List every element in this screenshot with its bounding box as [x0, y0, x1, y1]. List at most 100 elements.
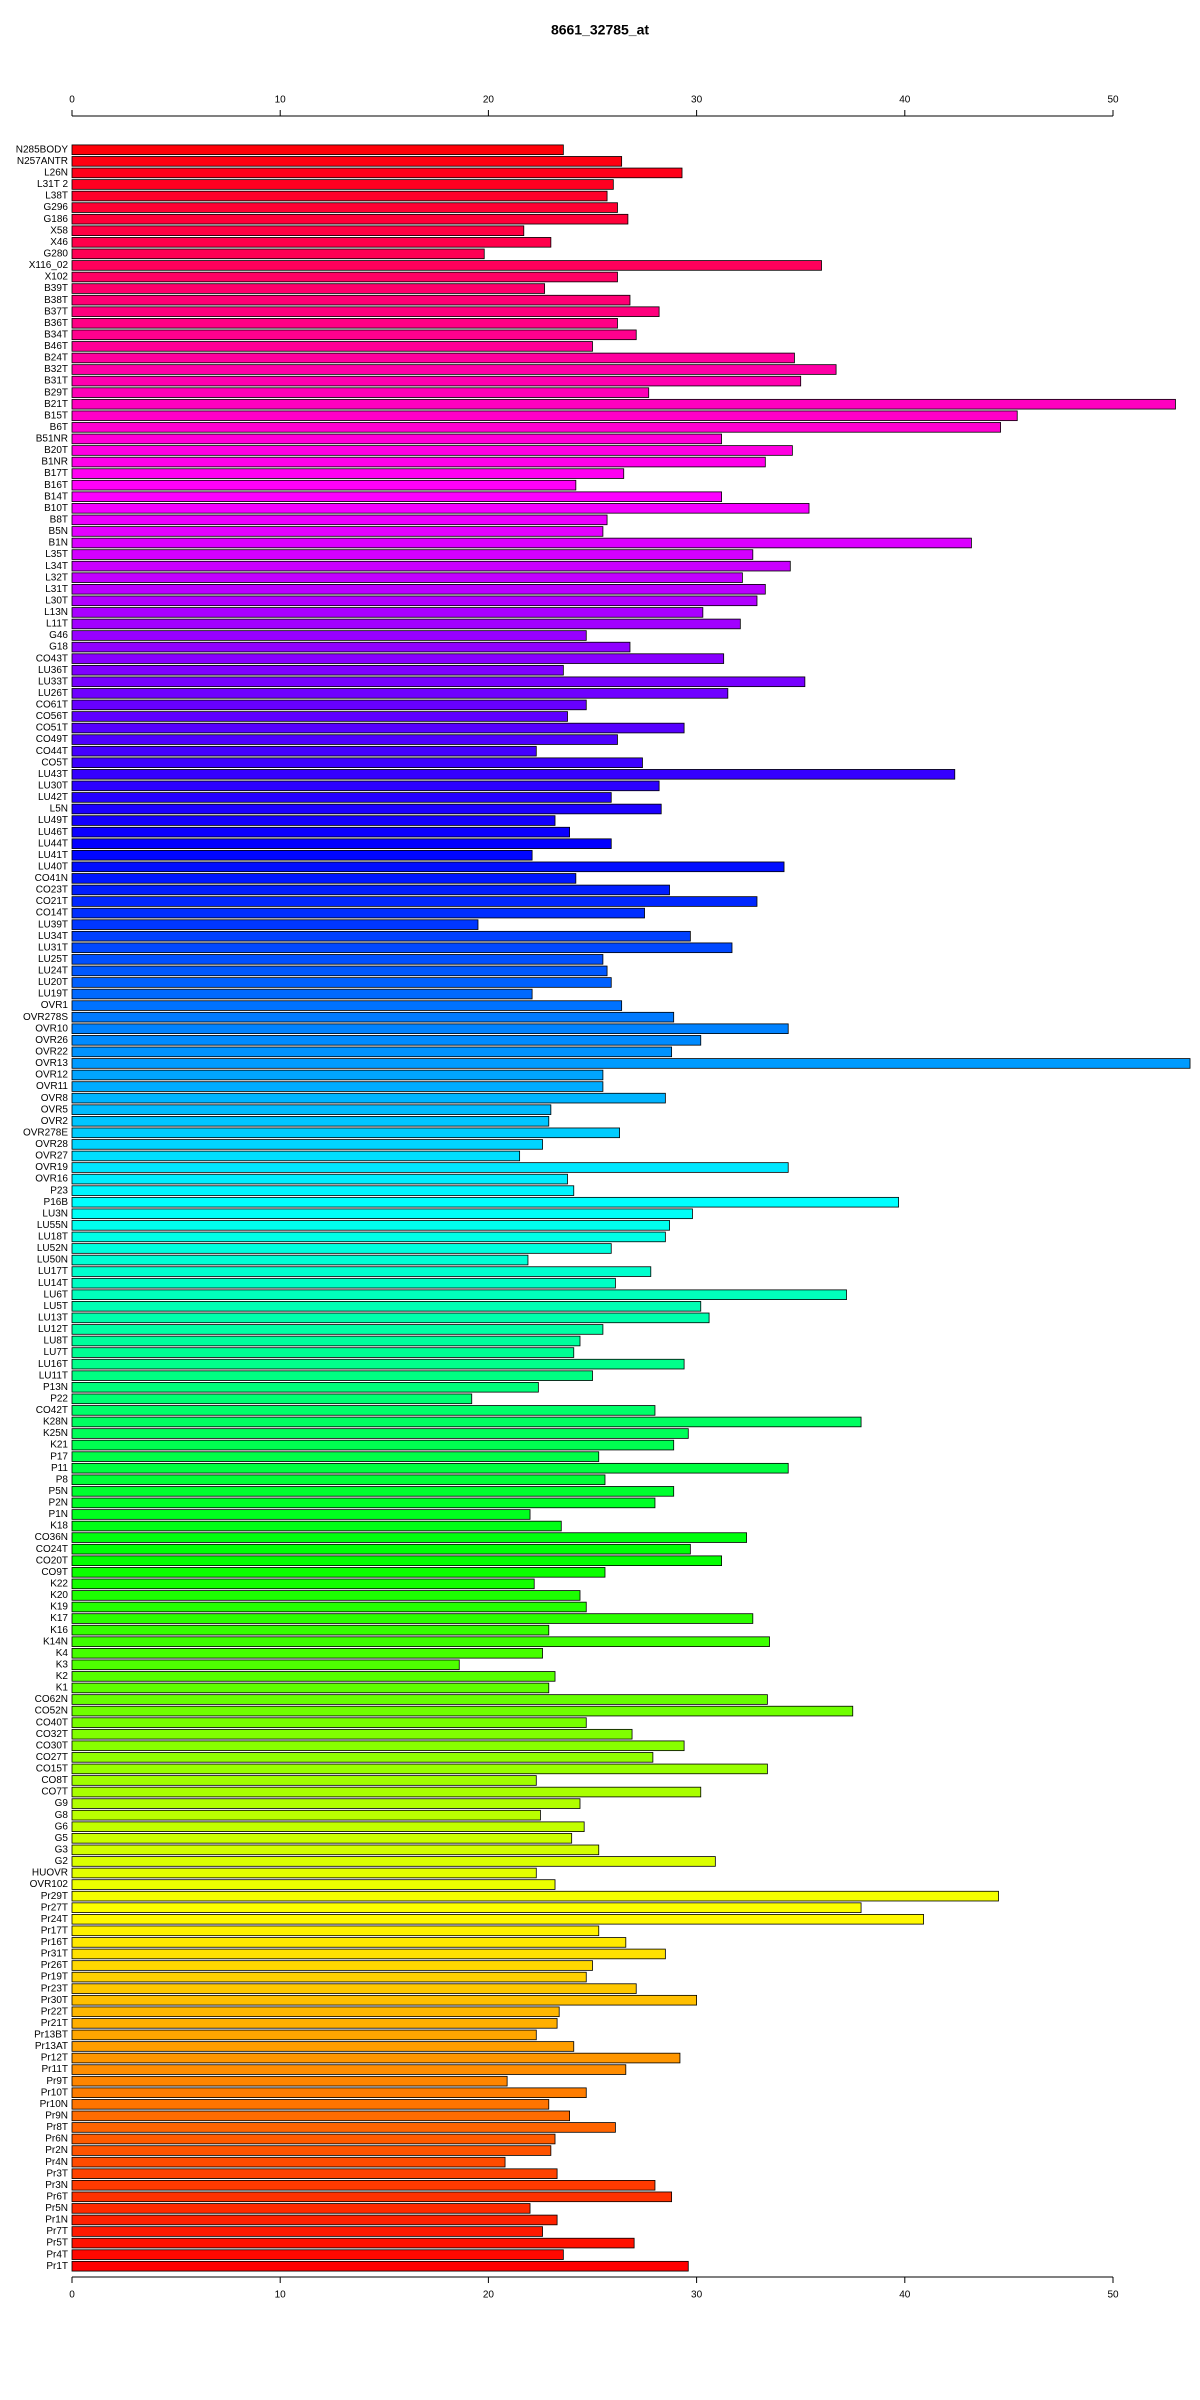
y-tick-label: B15T: [44, 410, 68, 421]
bar: [71, 1682, 550, 1694]
bar: [71, 456, 766, 468]
bar: [71, 1728, 633, 1740]
y-tick-label: L31T 2: [37, 179, 68, 190]
bar: [71, 364, 837, 375]
y-tick-label: OVR2: [41, 1116, 69, 1127]
y-tick-label: Pr8T: [46, 2122, 68, 2133]
y-tick-label: CO41N: [35, 873, 68, 884]
y-tick-label: K19: [50, 1602, 68, 1613]
bar: [71, 225, 525, 236]
bar: [71, 1058, 1191, 1069]
y-tick-label: Pr16T: [41, 1937, 68, 1948]
bar: [71, 1543, 691, 1555]
bar: [71, 1347, 575, 1358]
bar: [71, 884, 670, 896]
bar: [71, 1104, 552, 1115]
y-tick-label: B46T: [44, 341, 68, 352]
bar: [71, 2041, 575, 2052]
bar: [71, 1254, 529, 1266]
bar: [71, 1486, 675, 1497]
y-tick-label: LU5T: [44, 1301, 68, 1312]
bar: [71, 387, 650, 398]
y-tick-label: Pr19T: [41, 1972, 68, 1983]
y-tick-label: CO42T: [36, 1405, 68, 1416]
y-tick-label: LU52N: [37, 1243, 68, 1254]
y-tick-label: K1: [56, 1683, 69, 1694]
bar: [71, 1196, 899, 1208]
bar: [71, 1428, 689, 1439]
bar: [71, 907, 645, 919]
bar: [71, 1011, 675, 1023]
y-tick-label: X46: [50, 237, 68, 248]
bar: [71, 1567, 606, 1578]
bar: [71, 769, 956, 780]
y-tick-label: L13N: [44, 607, 68, 618]
bar: [71, 2191, 673, 2203]
y-tick-label: Pr13BT: [34, 2030, 68, 2041]
bar: [71, 375, 802, 387]
y-tick-label: K17: [50, 1613, 68, 1624]
bar: [71, 1000, 623, 1011]
bar: [71, 2237, 635, 2249]
y-tick-label: P5N: [49, 1486, 68, 1497]
y-tick-label: OVR5: [41, 1104, 69, 1115]
bar: [71, 734, 618, 745]
y-tick-label: N257ANTR: [17, 156, 68, 167]
y-tick-label: P11: [51, 1463, 68, 1474]
bar: [71, 1185, 575, 1196]
x-tick-label: 10: [275, 95, 287, 106]
y-tick-label: B17T: [44, 468, 68, 479]
y-tick-label: P16B: [44, 1197, 69, 1208]
y-tick-label: OVR1: [41, 1000, 69, 1011]
y-tick-label: Pr27T: [41, 1902, 68, 1913]
bar: [71, 653, 725, 664]
y-tick-label: Pr17T: [41, 1925, 68, 1936]
y-tick-label: OVR8: [41, 1093, 69, 1104]
bar: [71, 896, 758, 907]
bar: [71, 1798, 581, 1809]
bar: [71, 780, 660, 792]
y-tick-label: K22: [50, 1579, 68, 1590]
x-tick-label: 10: [275, 2290, 287, 2301]
y-tick-label: LU6T: [44, 1289, 68, 1300]
bar: [71, 2249, 564, 2260]
bar: [71, 757, 643, 768]
y-tick-label: Pr9T: [46, 2076, 68, 2087]
y-tick-label: Pr6N: [45, 2134, 68, 2145]
y-tick-label: B5N: [49, 526, 68, 537]
bar: [71, 526, 604, 537]
y-tick-label: LU31T: [38, 942, 68, 953]
y-tick-label: B10T: [44, 503, 68, 514]
bar: [71, 318, 618, 329]
y-tick-label: K3: [56, 1659, 69, 1670]
bar: [71, 1948, 666, 1960]
bar: [71, 722, 685, 734]
bar: [71, 584, 766, 595]
bar: [71, 1671, 556, 1682]
y-tick-label: Pr1T: [46, 2261, 68, 2272]
bar: [71, 248, 485, 260]
bar: [71, 1474, 606, 1486]
y-tick-label: B34T: [44, 329, 68, 340]
y-tick-label: LU24T: [38, 966, 68, 977]
bar: [71, 549, 754, 560]
y-tick-label: Pr23T: [41, 1983, 68, 1994]
bar: [71, 2122, 616, 2133]
bar: [71, 1879, 556, 1890]
bar: [71, 1613, 754, 1624]
y-tick-label: Pr30T: [41, 1995, 68, 2006]
y-tick-label: CO56T: [36, 711, 68, 722]
bar: [71, 1023, 789, 1034]
bar: [71, 1081, 604, 1092]
y-tick-label: Pr21T: [41, 2018, 68, 2029]
bar: [71, 607, 704, 618]
y-tick-label: B24T: [44, 353, 68, 364]
y-tick-label: L11T: [46, 619, 68, 630]
y-tick-label: LU43T: [38, 769, 68, 780]
y-tick-label: CO49T: [36, 734, 68, 745]
y-tick-label: OVR12: [35, 1070, 68, 1081]
y-tick-label: LU19T: [38, 989, 68, 1000]
bar: [71, 803, 662, 815]
bar: [71, 213, 629, 225]
